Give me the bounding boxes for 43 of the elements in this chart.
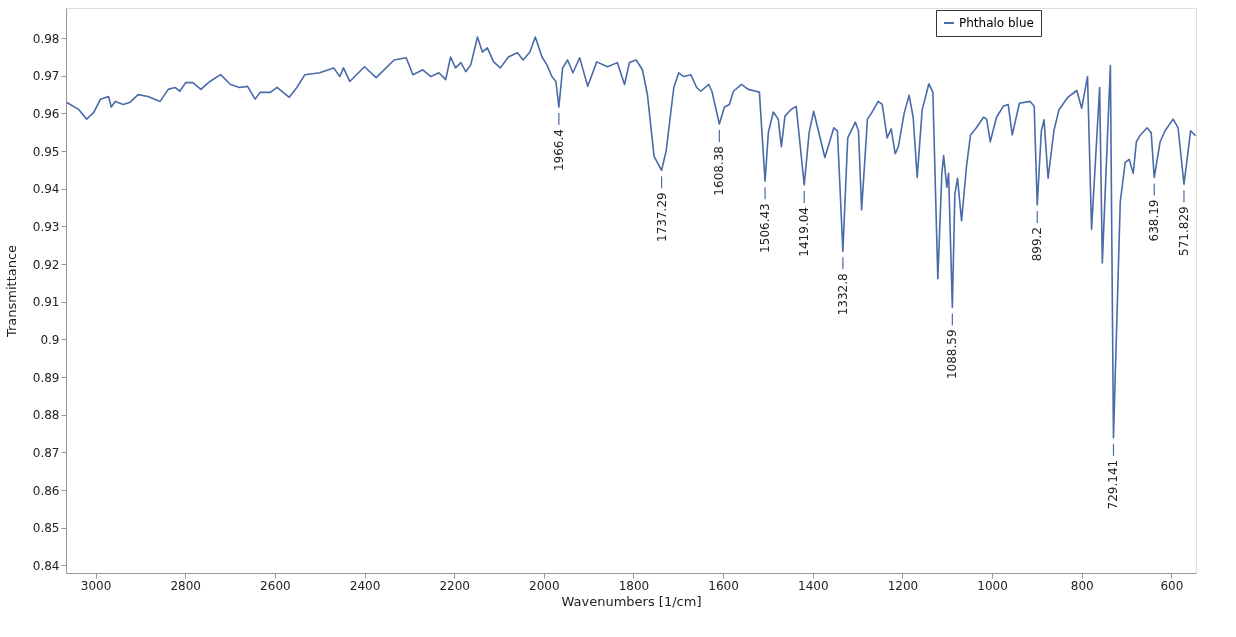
x-tick-label: 1400	[797, 578, 829, 593]
y-tick-label: 0.94	[32, 182, 60, 197]
legend-label: Phthalo blue	[959, 16, 1034, 30]
annotation: 1332.8	[835, 273, 850, 316]
annotation: 1088.59	[945, 329, 960, 380]
annotation: 1608.38	[712, 146, 727, 196]
y-tick-label: 0.92	[32, 257, 60, 272]
annotation: 1737.29	[654, 192, 669, 242]
annotation: 1419.04	[797, 207, 812, 257]
x-tick-label: 3000	[80, 578, 112, 593]
y-tick-label: 0.84	[32, 558, 60, 573]
y-tick-label: 0.85	[32, 521, 60, 536]
annotation: 571.829	[1176, 206, 1191, 256]
x-tick-label: 2200	[439, 578, 470, 593]
x-tick-label: 2400	[349, 578, 381, 593]
annotation: 638.19	[1147, 199, 1162, 242]
y-tick-label: 0.88	[32, 408, 60, 423]
y-tick-label: 0.86	[32, 483, 60, 498]
x-tick-label: 800	[1070, 578, 1094, 593]
y-tick-label: 0.93	[32, 219, 60, 234]
y-axis-title: Transmittance	[3, 244, 19, 339]
y-tick-label: 0.87	[32, 445, 60, 460]
annotation: 899.2	[1030, 227, 1045, 262]
x-tick-label: 2800	[170, 578, 201, 593]
x-tick-label: 600	[1160, 578, 1184, 593]
x-tick-label: 1200	[887, 578, 919, 593]
line-series	[66, 36, 1196, 439]
x-tick-label: 1600	[708, 578, 739, 593]
y-tick-label: 0.9	[40, 332, 60, 347]
y-tick-label: 0.95	[32, 144, 60, 159]
y-tick-label: 0.98	[32, 31, 60, 46]
annotation: 1966.4	[551, 129, 566, 172]
annotation: 729.141	[1106, 459, 1121, 510]
x-tick-label: 2000	[529, 578, 560, 593]
y-tick-label: 0.97	[32, 69, 60, 84]
x-tick-label: 1000	[977, 578, 1008, 593]
x-axis-title: Wavenumbers [1/cm]	[561, 593, 702, 609]
x-tick-label: 1800	[618, 578, 650, 593]
y-tick-label: 0.89	[32, 370, 60, 385]
x-tick-label: 2600	[260, 578, 291, 593]
y-tick-label: 0.96	[32, 106, 60, 121]
y-tick-label: 0.91	[32, 295, 60, 310]
annotation: 1506.43	[758, 203, 773, 253]
